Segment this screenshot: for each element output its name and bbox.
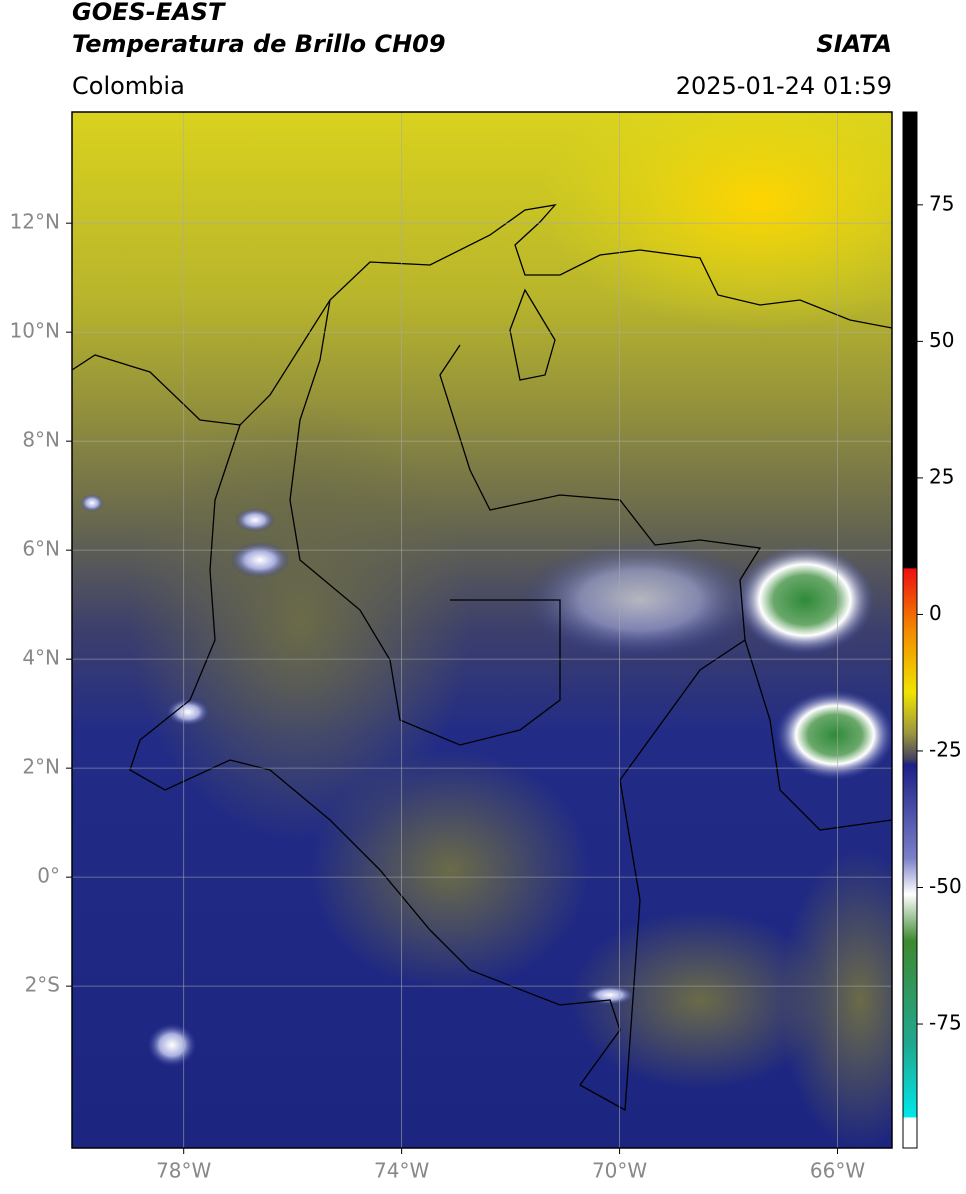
- y-tick-label: 8°N: [22, 428, 60, 452]
- y-tick-label: 0°: [37, 864, 60, 888]
- colorbar-tick-label: -75: [929, 1011, 962, 1035]
- y-tick-label: 2°N: [22, 755, 60, 779]
- colorbar-tick-label: 0: [929, 601, 942, 625]
- colorbar-tick-label: -25: [929, 737, 962, 761]
- y-tick-label: 10°N: [10, 319, 60, 343]
- source: SIATA: [816, 30, 892, 58]
- map-frame: [71, 111, 893, 1149]
- satellite-image: [72, 112, 892, 1148]
- y-tick-label: 4°N: [22, 646, 60, 670]
- x-tick-label: 66°W: [810, 1159, 865, 1183]
- y-tick-label: 6°N: [22, 537, 60, 561]
- colorbar-tick-label: -50: [929, 874, 962, 898]
- x-tick-label: 74°W: [374, 1159, 429, 1183]
- y-tick-label: 12°N: [10, 210, 60, 234]
- y-tick-label: 2°S: [25, 973, 60, 997]
- colorbar-tick-label: 75: [929, 191, 954, 215]
- colorbar-tick-label: 25: [929, 464, 954, 488]
- colorbar: [902, 111, 918, 1149]
- colorbar-tick-label: 50: [929, 328, 954, 352]
- x-tick-label: 70°W: [592, 1159, 647, 1183]
- datetime: 2025-01-24 01:59: [676, 72, 892, 100]
- region: Colombia: [72, 72, 185, 100]
- title: GOES-EAST: [72, 0, 226, 26]
- grid: [72, 112, 892, 1148]
- x-tick-label: 78°W: [156, 1159, 211, 1183]
- subtitle: Temperatura de Brillo CH09: [72, 30, 446, 58]
